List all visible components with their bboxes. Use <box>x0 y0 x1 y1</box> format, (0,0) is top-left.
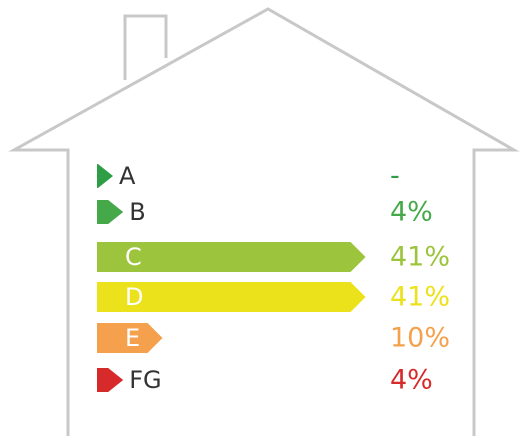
value-label: 4% <box>390 197 433 228</box>
value-label: 10% <box>390 323 450 354</box>
bar <box>97 368 124 392</box>
bar <box>97 323 163 353</box>
category-label: FG <box>129 366 161 394</box>
bar <box>97 200 124 224</box>
category-label: C <box>125 243 142 271</box>
category-label: B <box>129 198 145 226</box>
rating-marker <box>97 164 113 188</box>
category-label: E <box>125 324 140 352</box>
category-label: A <box>119 162 136 190</box>
value-label: 41% <box>390 242 450 273</box>
bar <box>97 242 366 272</box>
bar <box>97 282 366 312</box>
house-outline <box>8 7 520 436</box>
value-label: 41% <box>390 282 450 313</box>
category-label: D <box>125 283 143 311</box>
value-label: - <box>390 161 400 192</box>
value-label: 4% <box>390 365 433 396</box>
